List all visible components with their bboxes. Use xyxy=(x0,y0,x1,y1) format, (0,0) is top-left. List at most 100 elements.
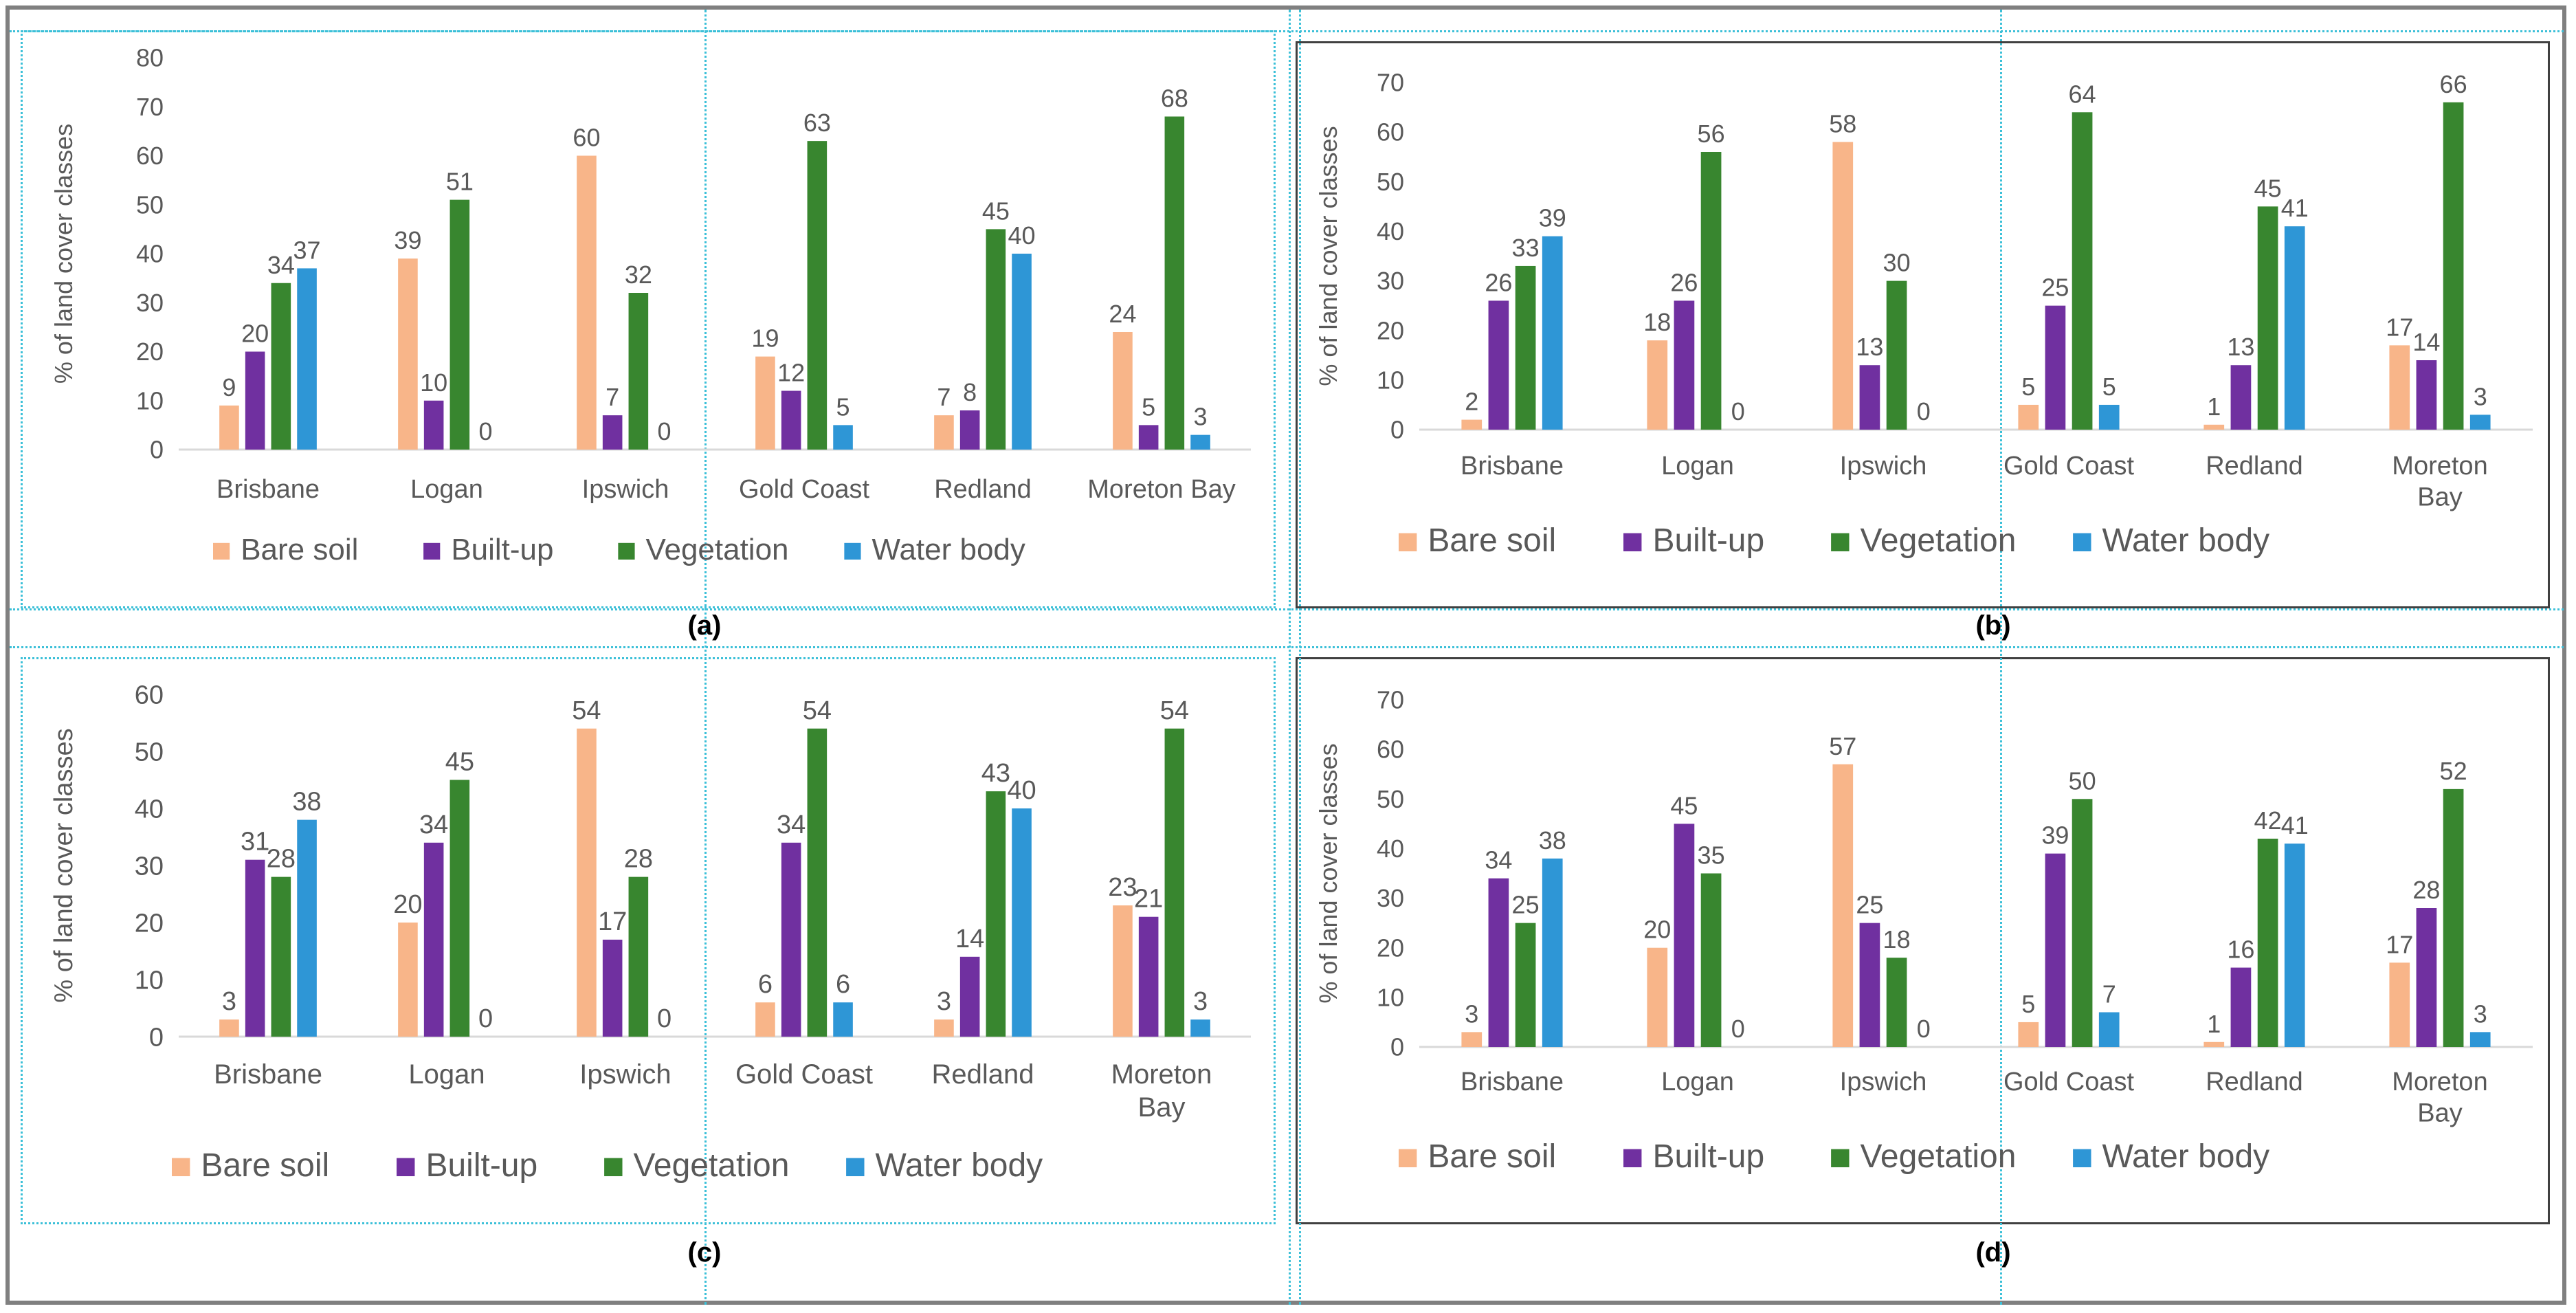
data-label-water-body-ipswich: 0 xyxy=(1917,397,1931,426)
bar-bare-soil-ipswich xyxy=(577,728,597,1037)
y-tick-label: 40 xyxy=(1377,835,1404,863)
data-label-bare-soil-moreton-bay: 17 xyxy=(2386,313,2413,341)
data-label-vegetation-gold-coast: 64 xyxy=(2069,80,2096,108)
legend-swatch-vegetation xyxy=(1831,533,1850,551)
category-label-logan: Logan xyxy=(1661,452,1734,481)
category-label-moreton-bay: Moreton Bay xyxy=(2392,1068,2487,1128)
data-label-water-body-logan: 0 xyxy=(478,1004,493,1033)
data-label-vegetation-brisbane: 34 xyxy=(267,251,295,279)
bar-vegetation-logan xyxy=(1700,152,1722,430)
bar-bare-soil-brisbane xyxy=(219,405,239,450)
data-label-water-body-brisbane: 39 xyxy=(1539,204,1566,232)
data-label-bare-soil-brisbane: 9 xyxy=(222,373,236,401)
bar-vegetation-gold-coast xyxy=(2072,112,2093,430)
category-label-gold-coast: Gold Coast xyxy=(735,1059,873,1090)
data-label-vegetation-redland: 42 xyxy=(2254,806,2282,835)
y-tick-label: 50 xyxy=(135,738,164,766)
bar-vegetation-gold-coast xyxy=(2072,799,2093,1047)
data-label-bare-soil-ipswich: 58 xyxy=(1829,110,1856,138)
data-label-bare-soil-logan: 18 xyxy=(1643,308,1671,336)
data-label-water-body-gold-coast: 6 xyxy=(836,970,850,999)
bar-water-body-moreton-bay xyxy=(1190,434,1210,450)
bar-bare-soil-redland xyxy=(2203,1041,2225,1047)
bar-bare-soil-gold-coast xyxy=(755,1002,775,1037)
bar-bare-soil-ipswich xyxy=(577,155,597,450)
bar-built-up-brisbane xyxy=(1488,878,1509,1047)
y-tick-label: 60 xyxy=(1377,736,1404,764)
data-label-built-up-brisbane: 31 xyxy=(241,828,269,857)
category-label-redland: Redland xyxy=(934,475,1032,504)
bar-water-body-redland xyxy=(1012,808,1032,1037)
y-tick-label: 10 xyxy=(1377,983,1404,1011)
bar-built-up-brisbane xyxy=(1488,300,1509,430)
y-tick-label: 80 xyxy=(136,44,164,72)
category-label-ipswich: Ipswich xyxy=(579,1059,671,1090)
bar-bare-soil-logan xyxy=(398,258,418,450)
bar-bare-soil-brisbane xyxy=(219,1019,239,1037)
y-tick-label: 20 xyxy=(1377,316,1404,344)
category-label-line: Moreton xyxy=(2392,1068,2487,1096)
data-label-water-body-redland: 41 xyxy=(2281,194,2309,222)
data-label-water-body-ipswich: 0 xyxy=(1917,1015,1931,1043)
data-label-water-body-moreton-bay: 3 xyxy=(1193,987,1208,1016)
data-label-built-up-brisbane: 26 xyxy=(1485,268,1512,296)
data-label-bare-soil-logan: 39 xyxy=(394,226,421,254)
y-tick-label: 30 xyxy=(136,289,164,317)
data-label-built-up-brisbane: 20 xyxy=(241,320,269,348)
guide-line-horizontal-1 xyxy=(10,608,2564,610)
data-label-vegetation-logan: 56 xyxy=(1698,120,1725,148)
data-label-water-body-moreton-bay: 3 xyxy=(2474,1000,2487,1028)
panel-d-frame xyxy=(1296,657,2550,1224)
legend-label-bare-soil: Bare soil xyxy=(241,533,358,566)
category-label-redland: Redland xyxy=(2206,452,2303,481)
legend-swatch-water-body xyxy=(2073,1149,2091,1167)
data-label-water-body-gold-coast: 5 xyxy=(2102,373,2116,401)
y-tick-label: 20 xyxy=(1377,934,1404,962)
data-label-bare-soil-logan: 20 xyxy=(1643,916,1671,944)
bar-vegetation-brisbane xyxy=(1515,265,1536,430)
legend-swatch-water-body xyxy=(846,1158,865,1176)
legend-label-water-body: Water body xyxy=(2102,1138,2270,1175)
category-label-moreton-bay: Moreton Bay xyxy=(2392,452,2487,512)
data-label-bare-soil-gold-coast: 5 xyxy=(2021,990,2035,1018)
legend-label-vegetation: Vegetation xyxy=(1861,1138,2017,1175)
bar-vegetation-brisbane xyxy=(271,876,291,1037)
data-label-bare-soil-ipswich: 60 xyxy=(573,124,600,152)
data-label-bare-soil-gold-coast: 6 xyxy=(758,970,773,999)
bar-vegetation-moreton-bay xyxy=(1164,728,1185,1037)
legend-swatch-built-up xyxy=(1623,533,1642,551)
bar-built-up-ipswich xyxy=(1859,365,1880,430)
bar-bare-soil-ipswich xyxy=(1832,764,1854,1047)
legend-label-water-body: Water body xyxy=(872,533,1025,566)
guide-line-horizontal-top xyxy=(10,30,2564,32)
category-label-ipswich: Ipswich xyxy=(1840,452,1927,481)
data-label-vegetation-brisbane: 25 xyxy=(1512,891,1540,919)
bar-water-body-redland xyxy=(2284,226,2305,430)
data-label-built-up-moreton-bay: 21 xyxy=(1134,885,1163,914)
data-label-water-body-logan: 0 xyxy=(1731,397,1745,426)
y-tick-label: 40 xyxy=(135,795,164,824)
bar-vegetation-redland xyxy=(2257,206,2278,430)
data-label-water-body-brisbane: 38 xyxy=(292,788,321,817)
bar-water-body-gold-coast xyxy=(2098,404,2120,430)
data-label-bare-soil-moreton-bay: 24 xyxy=(1109,300,1136,328)
bar-water-body-moreton-bay xyxy=(2469,1032,2491,1047)
y-tick-label: 20 xyxy=(136,338,164,366)
data-label-built-up-moreton-bay: 14 xyxy=(2412,328,2440,356)
bar-built-up-logan xyxy=(423,400,444,450)
y-tick-label: 0 xyxy=(149,1023,164,1052)
data-label-built-up-logan: 45 xyxy=(1670,791,1698,819)
bar-water-body-redland xyxy=(2284,843,2305,1047)
legend-swatch-built-up xyxy=(1623,1149,1642,1167)
bar-water-body-redland xyxy=(1012,254,1032,450)
y-axis-label: % of land cover classes xyxy=(1314,743,1342,1003)
bar-built-up-redland xyxy=(2230,365,2252,430)
data-label-water-body-moreton-bay: 3 xyxy=(1194,403,1208,431)
y-tick-label: 30 xyxy=(1377,267,1404,295)
category-label-moreton-bay: Moreton Bay xyxy=(1111,1059,1212,1123)
bar-bare-soil-gold-coast xyxy=(755,356,775,450)
data-label-bare-soil-moreton-bay: 17 xyxy=(2386,930,2413,958)
bar-vegetation-gold-coast xyxy=(807,141,828,450)
panel-c-caption: (c) xyxy=(687,1237,722,1268)
